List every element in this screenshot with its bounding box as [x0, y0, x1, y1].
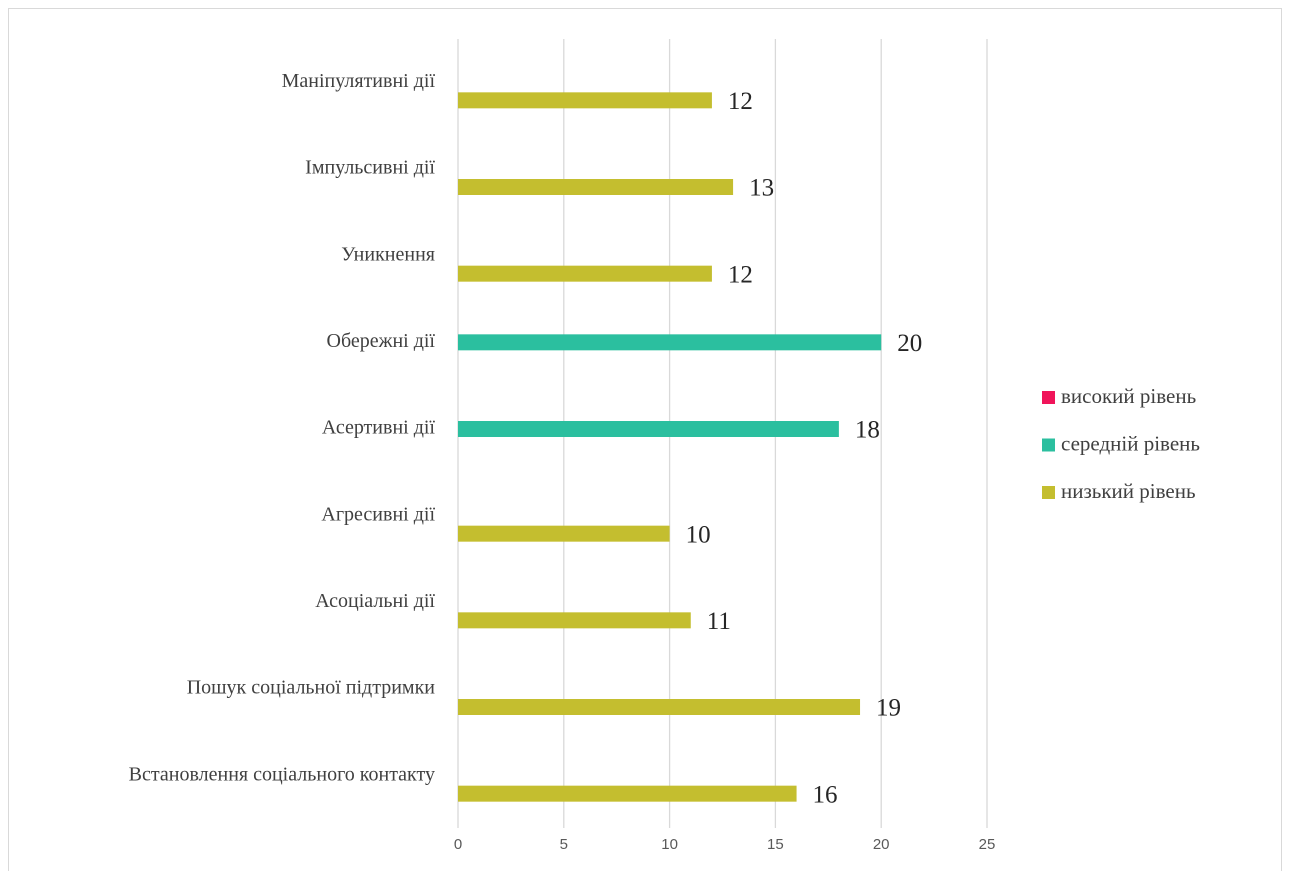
data-label: 12 — [728, 261, 753, 288]
y-tick-label: Асертивні дії — [322, 417, 436, 439]
legend-swatch — [1042, 438, 1055, 452]
data-label: 20 — [897, 330, 922, 357]
legend-label: середній рівень — [1061, 431, 1200, 455]
x-tick-label: 25 — [979, 836, 996, 853]
y-tick-label: Маніпулятивні дії — [282, 70, 436, 92]
bar — [458, 334, 882, 351]
x-tick-label: 10 — [661, 836, 678, 853]
data-label: 13 — [749, 175, 774, 202]
bar — [458, 265, 712, 282]
bar — [458, 421, 839, 437]
legend-label: низький рівень — [1061, 479, 1196, 503]
x-tick-label: 0 — [454, 836, 462, 853]
y-tick-label: Обережні дії — [327, 330, 436, 352]
legend-swatch — [1042, 486, 1055, 499]
x-tick-label: 20 — [873, 836, 890, 853]
data-label: 12 — [728, 88, 753, 115]
bar — [458, 612, 691, 629]
bar — [458, 699, 861, 715]
legend-label: високий рівень — [1061, 384, 1196, 408]
y-tick-label: Уникнення — [341, 243, 435, 265]
y-tick-label: Встановлення соціального контакту — [129, 763, 435, 785]
bar — [458, 525, 670, 542]
data-label: 18 — [855, 417, 880, 444]
y-tick-label: Асоціальні дії — [315, 590, 435, 612]
y-tick-label: Імпульсивні дії — [305, 157, 435, 179]
bar — [458, 785, 797, 802]
bar — [458, 179, 734, 195]
x-tick-label: 5 — [560, 836, 568, 853]
chart-frame — [8, 8, 1282, 871]
bar — [458, 92, 712, 109]
legend-swatch — [1042, 391, 1055, 404]
data-label: 10 — [686, 521, 711, 548]
x-tick-label: 15 — [767, 836, 784, 853]
data-label: 19 — [876, 695, 901, 722]
y-tick-label: Агресивні дії — [321, 503, 435, 525]
data-label: 11 — [707, 608, 731, 635]
data-label: 16 — [813, 781, 838, 808]
y-tick-label: Пошук соціальної підтримки — [187, 677, 436, 699]
